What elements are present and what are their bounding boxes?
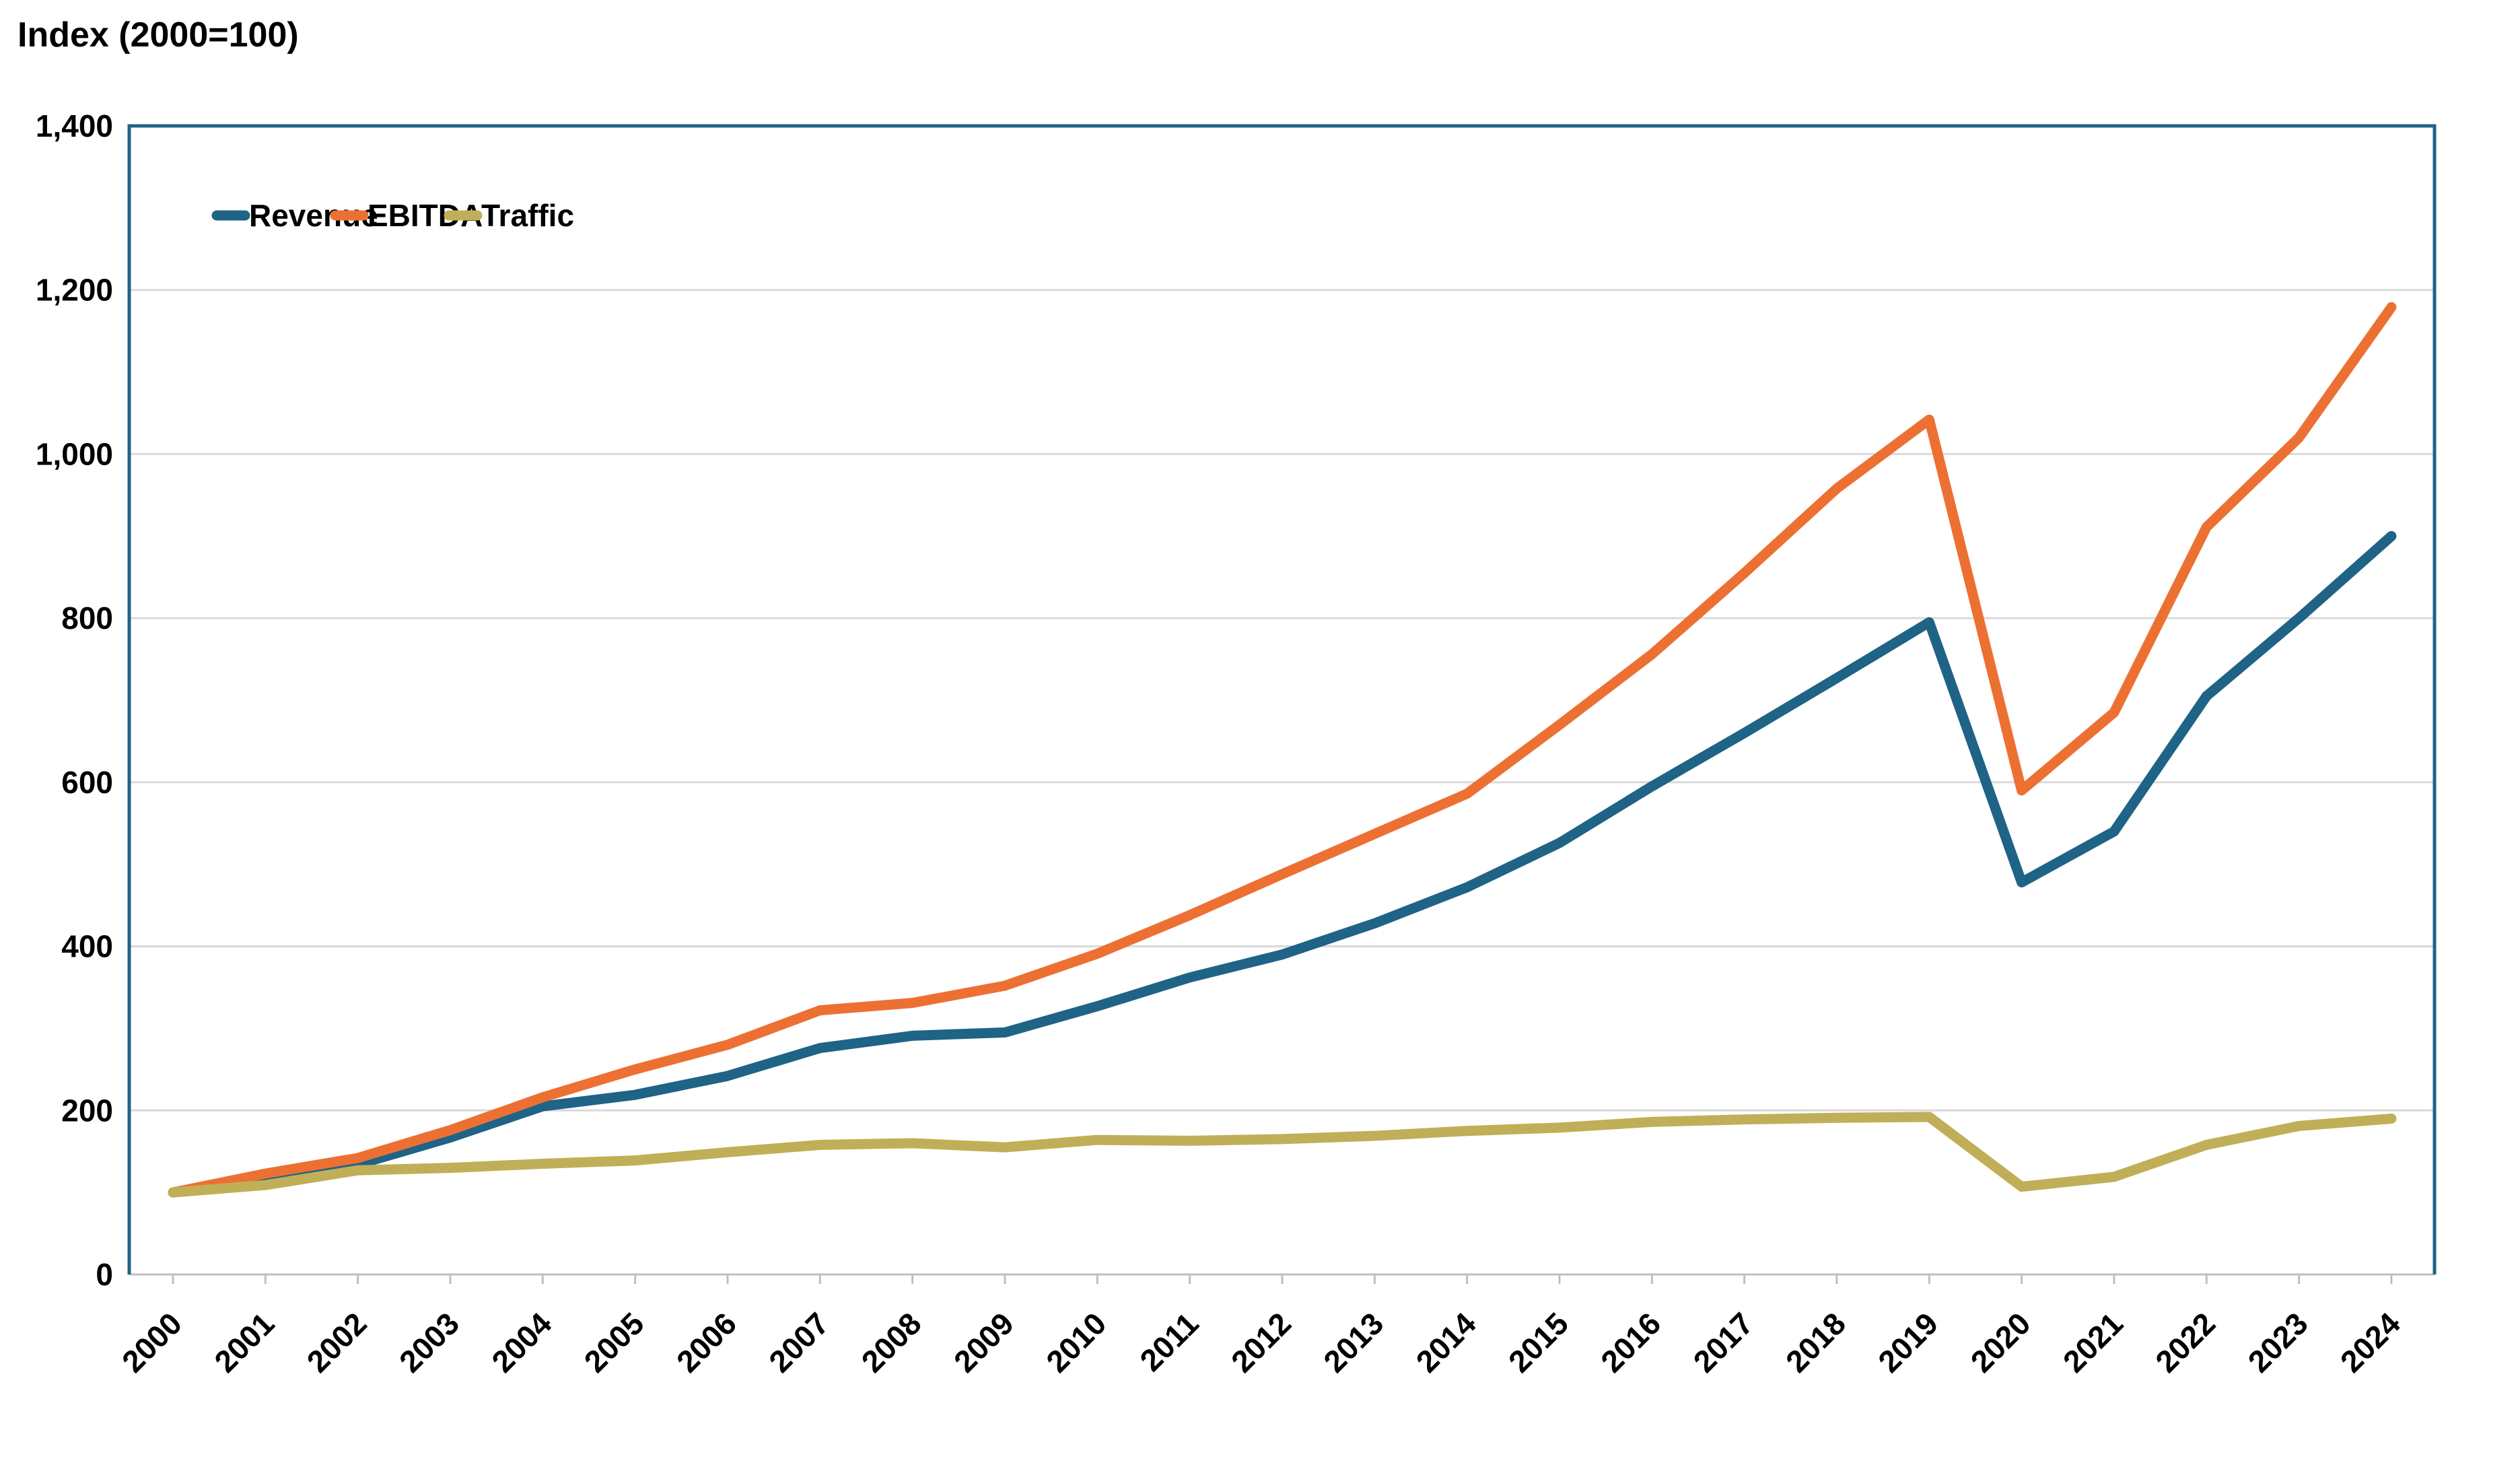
- x-axis-label: 2011: [1133, 1305, 1205, 1377]
- x-axis-label: 2000: [115, 1305, 188, 1379]
- legend-item-traffic: Traffic: [444, 198, 574, 233]
- legend-label: Traffic: [481, 198, 574, 233]
- x-axis-label: 2020: [1964, 1305, 2037, 1379]
- y-axis-label: 1,000: [36, 436, 113, 471]
- x-axis-label: 2013: [1317, 1305, 1390, 1379]
- y-axis-label: 400: [61, 929, 113, 964]
- chart-title: Index (2000=100): [18, 15, 299, 55]
- y-axis-label: 1,400: [36, 108, 113, 143]
- x-axis-label: 2022: [2148, 1305, 2222, 1379]
- y-axis-label: 800: [61, 601, 113, 636]
- x-axis-label: 2010: [1039, 1305, 1113, 1379]
- x-axis-label: 2002: [300, 1305, 374, 1379]
- y-axis-label: 0: [96, 1257, 113, 1292]
- y-axis-labels: 0 200 400 600 800 1,000 1,200 1,400: [36, 108, 113, 1292]
- x-axis-label: 2019: [1871, 1305, 1945, 1379]
- x-axis-label: 2012: [1224, 1305, 1298, 1379]
- x-axis: [129, 1273, 2435, 1284]
- gridlines: [129, 289, 2435, 1112]
- x-axis-label: 2004: [485, 1305, 558, 1379]
- x-axis-label: 2017: [1687, 1305, 1760, 1379]
- x-axis-label: 2023: [2241, 1305, 2315, 1379]
- x-axis-label: 2024: [2334, 1305, 2407, 1379]
- y-axis-label: 1,200: [36, 273, 113, 308]
- x-axis-label: 2003: [392, 1305, 466, 1379]
- x-axis-label: 2015: [1502, 1305, 1575, 1379]
- series-line-revenue: [168, 531, 2397, 1198]
- y-axis-label: 200: [61, 1093, 113, 1128]
- x-axis-label: 2021: [2056, 1305, 2130, 1379]
- x-axis-label: 2009: [947, 1305, 1020, 1379]
- series-line-traffic: [168, 1112, 2397, 1198]
- x-axis-labels: 2000 2001 2002 2003 2004 2005 2006 2007 2008 2009…: [115, 1305, 2407, 1379]
- x-axis-label: 2001: [207, 1305, 281, 1379]
- x-axis-label: 2008: [855, 1305, 928, 1379]
- x-axis-label: 2006: [670, 1305, 743, 1379]
- x-axis-label: 2005: [578, 1305, 651, 1379]
- x-axis-label: 2014: [1409, 1305, 1483, 1379]
- x-axis-label: 2007: [762, 1305, 835, 1379]
- x-axis-label: 2016: [1594, 1305, 1667, 1379]
- y-axis-label: 600: [61, 765, 113, 800]
- x-axis-label: 2018: [1779, 1305, 1852, 1379]
- series-line-ebitda: [168, 302, 2397, 1198]
- plot-frame: [127, 124, 2437, 1274]
